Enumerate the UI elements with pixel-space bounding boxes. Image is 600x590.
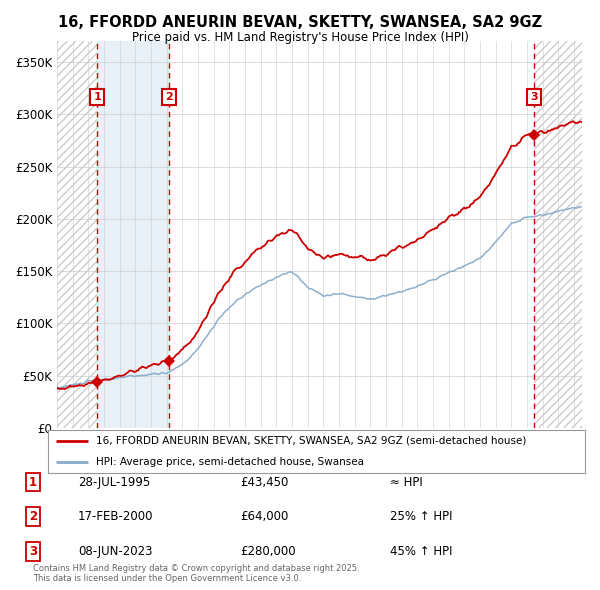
Text: 17-FEB-2000: 17-FEB-2000 [78, 510, 154, 523]
Text: 25% ↑ HPI: 25% ↑ HPI [390, 510, 452, 523]
Text: 1: 1 [29, 476, 37, 489]
Bar [57, 41, 97, 428]
Text: Contains HM Land Registry data © Crown copyright and database right 2025.
This d: Contains HM Land Registry data © Crown c… [33, 563, 359, 583]
Text: 2: 2 [165, 93, 173, 102]
Text: 16, FFORDD ANEURIN BEVAN, SKETTY, SWANSEA, SA2 9GZ: 16, FFORDD ANEURIN BEVAN, SKETTY, SWANSE… [58, 15, 542, 30]
Text: ≈ HPI: ≈ HPI [390, 476, 423, 489]
Text: 3: 3 [530, 93, 538, 102]
Bar [534, 41, 582, 428]
Text: 45% ↑ HPI: 45% ↑ HPI [390, 545, 452, 558]
Text: 08-JUN-2023: 08-JUN-2023 [78, 545, 152, 558]
Text: £280,000: £280,000 [240, 545, 296, 558]
Bar [97, 41, 169, 428]
Text: 1: 1 [94, 93, 101, 102]
Text: 28-JUL-1995: 28-JUL-1995 [78, 476, 150, 489]
Text: £43,450: £43,450 [240, 476, 289, 489]
Text: 16, FFORDD ANEURIN BEVAN, SKETTY, SWANSEA, SA2 9GZ (semi-detached house): 16, FFORDD ANEURIN BEVAN, SKETTY, SWANSE… [97, 436, 527, 446]
Text: 2: 2 [29, 510, 37, 523]
Text: 3: 3 [29, 545, 37, 558]
Text: £64,000: £64,000 [240, 510, 289, 523]
Bar [534, 41, 582, 428]
Bar [57, 41, 97, 428]
Text: HPI: Average price, semi-detached house, Swansea: HPI: Average price, semi-detached house,… [97, 457, 364, 467]
Text: Price paid vs. HM Land Registry's House Price Index (HPI): Price paid vs. HM Land Registry's House … [131, 31, 469, 44]
